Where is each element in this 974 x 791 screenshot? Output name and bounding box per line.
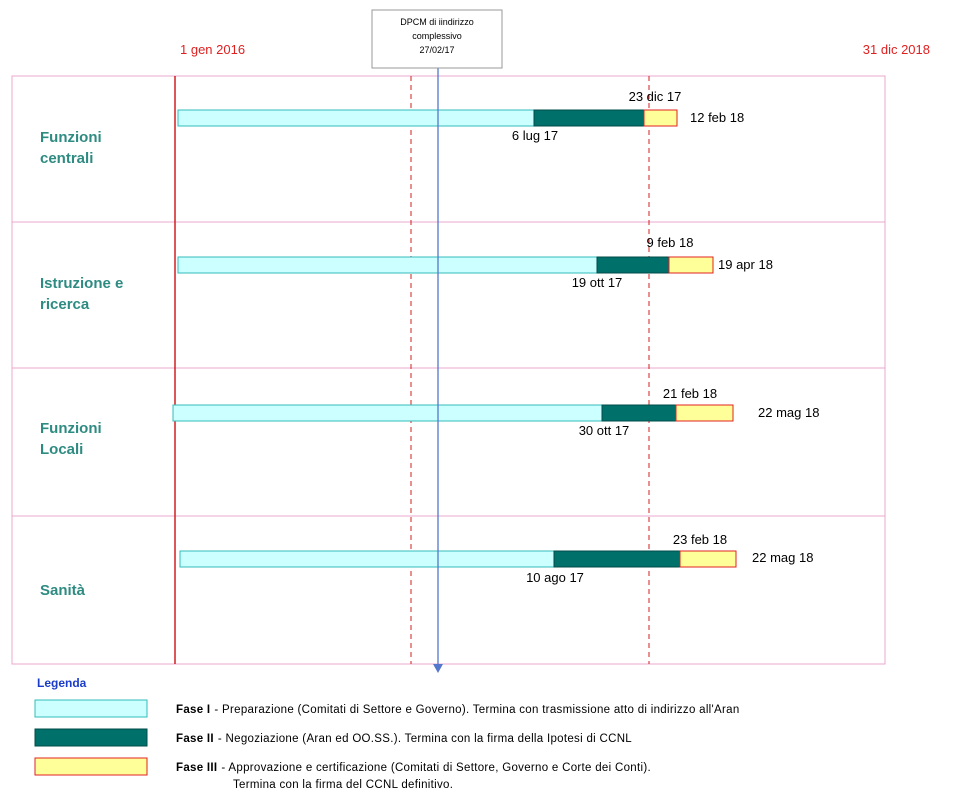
legend-phase: Fase I: [176, 704, 210, 716]
milestone-box: [371, 9, 503, 69]
row-label: centrali: [40, 150, 93, 167]
legend-description: - Negoziazione (Aran ed OO.SS.). Termina…: [218, 733, 632, 745]
phase1-end: 10 ago 17: [526, 570, 584, 585]
row-label: ricerca: [40, 296, 90, 313]
legend-text: Fase III - Approvazione e certificazione …: [176, 762, 651, 774]
phase3-end: 19 apr 18: [718, 257, 773, 272]
legend-phase: Fase II: [176, 733, 214, 745]
phase2-end: 21 feb 18: [663, 386, 717, 401]
phase-bar: [553, 550, 681, 568]
phase-bar: [533, 109, 645, 127]
row-label: Funzioni: [40, 420, 102, 437]
arrow-head: [433, 664, 443, 673]
legend-phase: Fase III: [176, 762, 217, 774]
phase-bar: [675, 404, 734, 422]
legend-title: Legenda: [37, 676, 87, 690]
phase3-end: 22 mag 18: [752, 550, 813, 565]
phase-bar: [172, 404, 603, 422]
phase2-end: 23 feb 18: [673, 532, 727, 547]
legend-text: Fase II - Negoziazione (Aran ed OO.SS.). …: [176, 733, 632, 745]
phase-bar: [179, 550, 555, 568]
legend-swatch: [34, 728, 148, 747]
row-label: Funzioni: [40, 129, 102, 146]
phase3-end: 22 mag 18: [758, 405, 819, 420]
legend-text: Termina con la firma del CCNL definitivo…: [233, 779, 453, 791]
phase-bar: [177, 256, 598, 274]
row-label: Istruzione e: [40, 275, 123, 292]
start-date: 1 gen 2016: [180, 42, 245, 57]
phase-bar: [679, 550, 737, 568]
phase-bar: [596, 256, 670, 274]
phase3-end: 12 feb 18: [690, 110, 744, 125]
legend-swatch: [34, 757, 148, 776]
row-label: Locali: [40, 441, 83, 458]
row-label: Sanità: [40, 582, 86, 599]
milestone-text: DPCM di iindirizzo: [400, 17, 474, 27]
phase-bar: [643, 109, 678, 127]
content: Funzioni centrali 6 lug 17 23 dic 17 12 feb …: [34, 89, 819, 791]
phase-bar: [177, 109, 535, 127]
phase1-end: 30 ott 17: [579, 423, 630, 438]
legend-description: - Approvazione e certificazione (Comitat…: [221, 762, 651, 774]
phase-bar: [601, 404, 677, 422]
phase2-end: 9 feb 18: [647, 235, 694, 250]
legend-description: - Preparazione (Comitati di Settore e Go…: [214, 704, 739, 716]
phase1-end: 19 ott 17: [572, 275, 623, 290]
phase2-end: 23 dic 17: [629, 89, 682, 104]
milestone-text: 27/02/17: [419, 45, 454, 55]
milestone-text: complessivo: [412, 31, 462, 41]
legend-text: Fase I - Preparazione (Comitati di Settor…: [176, 704, 740, 716]
frame: [11, 75, 886, 665]
legend-swatch: [34, 699, 148, 718]
phase1-end: 6 lug 17: [512, 128, 558, 143]
phase-bar: [668, 256, 714, 274]
end-date: 31 dic 2018: [863, 42, 930, 57]
